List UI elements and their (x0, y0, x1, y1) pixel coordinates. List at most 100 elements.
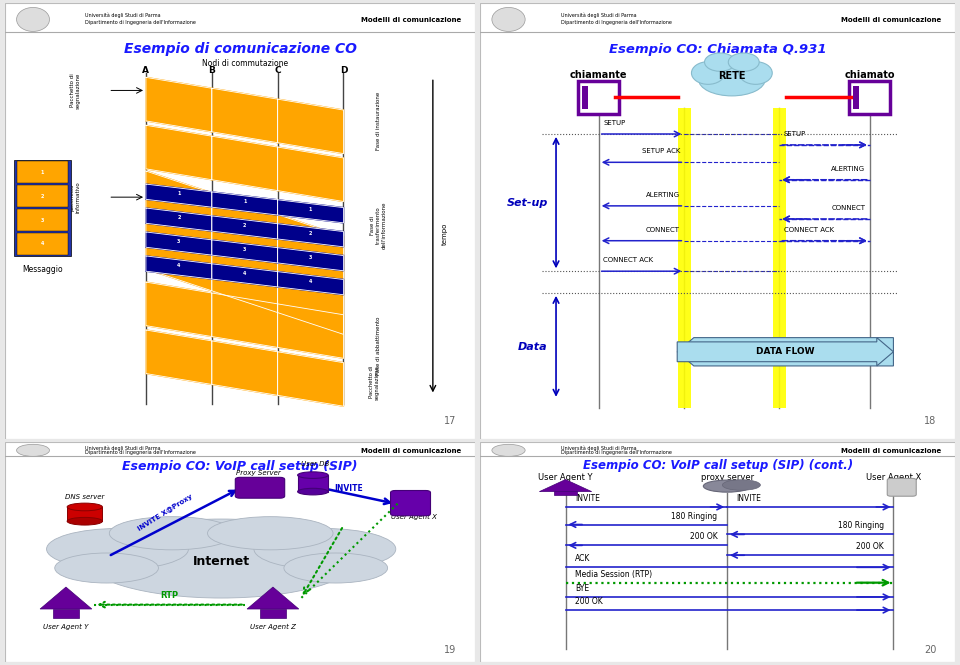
Text: Dipartimento di Ingegneria dell'Informazione: Dipartimento di Ingegneria dell'Informaz… (561, 450, 672, 455)
Polygon shape (212, 240, 277, 263)
FancyBboxPatch shape (582, 86, 588, 109)
Text: 4: 4 (309, 279, 312, 283)
Text: INVITE: INVITE (575, 494, 600, 503)
Ellipse shape (699, 63, 765, 96)
FancyBboxPatch shape (16, 209, 68, 231)
Text: Università degli Studi di Parma: Università degli Studi di Parma (84, 13, 160, 18)
Ellipse shape (16, 444, 50, 456)
Ellipse shape (704, 480, 751, 492)
Text: 3: 3 (178, 239, 180, 244)
Text: User Agent X: User Agent X (866, 473, 921, 482)
Ellipse shape (207, 517, 333, 550)
FancyBboxPatch shape (298, 475, 328, 491)
Text: Modelli di comunicazione: Modelli di comunicazione (361, 17, 461, 23)
FancyBboxPatch shape (16, 162, 68, 183)
Text: Nodi di commutazione: Nodi di commutazione (202, 59, 288, 68)
Text: 200 OK: 200 OK (575, 597, 603, 606)
FancyBboxPatch shape (853, 86, 859, 109)
Polygon shape (277, 304, 344, 358)
Polygon shape (146, 232, 212, 255)
Polygon shape (277, 247, 344, 271)
Ellipse shape (109, 517, 235, 550)
Text: SETUP: SETUP (784, 131, 806, 137)
Text: Fase di
trasferimento
dell'informazione: Fase di trasferimento dell'informazione (371, 201, 387, 249)
Text: 1: 1 (243, 199, 247, 203)
FancyBboxPatch shape (850, 81, 890, 114)
Text: RETE: RETE (718, 71, 746, 81)
Polygon shape (540, 479, 591, 491)
Text: 1: 1 (40, 170, 44, 175)
Polygon shape (212, 193, 277, 313)
Text: Pacchetto di
segnalazione: Pacchetto di segnalazione (369, 365, 379, 400)
FancyBboxPatch shape (887, 478, 916, 496)
FancyBboxPatch shape (16, 186, 68, 207)
Polygon shape (146, 256, 212, 279)
Text: CONNECT: CONNECT (831, 205, 865, 211)
Ellipse shape (691, 62, 725, 84)
Ellipse shape (67, 517, 103, 525)
Text: 4: 4 (243, 271, 247, 276)
Text: RTP: RTP (160, 591, 179, 600)
Ellipse shape (67, 503, 103, 511)
Text: Pacchetto di
segnalazione: Pacchetto di segnalazione (70, 72, 81, 108)
Polygon shape (146, 282, 212, 336)
Polygon shape (146, 77, 212, 132)
Text: 4: 4 (40, 241, 44, 247)
Text: User Agent Z: User Agent Z (250, 624, 296, 630)
Ellipse shape (729, 53, 759, 71)
Text: ALERTING: ALERTING (831, 166, 865, 172)
Text: Modelli di comunicazione: Modelli di comunicazione (841, 448, 941, 454)
Text: Esempio CO: Chiamata Q.931: Esempio CO: Chiamata Q.931 (609, 43, 827, 56)
Text: Università degli Studi di Parma: Università degli Studi di Parma (561, 13, 636, 18)
Text: CONNECT ACK: CONNECT ACK (784, 227, 834, 233)
Ellipse shape (705, 53, 735, 71)
Text: 20: 20 (924, 645, 936, 655)
Text: Università degli Studi di Parma: Università degli Studi di Parma (561, 446, 636, 451)
Text: 3: 3 (309, 255, 312, 259)
Text: 3: 3 (40, 217, 44, 223)
Polygon shape (212, 88, 277, 143)
Ellipse shape (47, 529, 188, 570)
Polygon shape (277, 271, 344, 295)
Ellipse shape (55, 553, 158, 583)
Text: A: A (142, 66, 150, 75)
Polygon shape (212, 341, 277, 395)
Polygon shape (212, 192, 277, 215)
Text: chiamante: chiamante (570, 70, 628, 80)
Text: Dipartimento di Ingegneria dell'Informazione: Dipartimento di Ingegneria dell'Informaz… (561, 21, 672, 25)
Text: chiamato: chiamato (845, 70, 895, 80)
Text: User Agent Y: User Agent Y (539, 473, 592, 482)
FancyArrow shape (677, 338, 894, 366)
Text: INVITE: INVITE (334, 484, 363, 493)
FancyBboxPatch shape (53, 609, 79, 618)
Text: Messaggio: Messaggio (22, 265, 62, 273)
Polygon shape (277, 352, 344, 406)
Text: ACK: ACK (575, 555, 590, 563)
Polygon shape (212, 136, 277, 191)
Text: 2: 2 (309, 231, 312, 235)
FancyBboxPatch shape (578, 81, 619, 114)
Text: 180 Ringing: 180 Ringing (671, 511, 718, 521)
Polygon shape (146, 330, 212, 384)
Text: 19: 19 (444, 645, 456, 655)
Text: C: C (275, 66, 281, 75)
Ellipse shape (298, 488, 328, 495)
Polygon shape (212, 264, 277, 287)
Polygon shape (212, 216, 277, 239)
Text: Dipartimento di Ingegneria dell'Informazione: Dipartimento di Ingegneria dell'Informaz… (84, 450, 196, 455)
Text: 200 OK: 200 OK (856, 542, 884, 551)
Text: User Agent X: User Agent X (391, 514, 437, 520)
Text: proxy server: proxy server (701, 473, 754, 482)
Ellipse shape (492, 444, 525, 456)
Text: BYE: BYE (575, 584, 589, 593)
Polygon shape (277, 200, 344, 223)
Text: D: D (340, 66, 348, 75)
Text: DATA FLOW: DATA FLOW (756, 347, 815, 356)
FancyBboxPatch shape (14, 160, 71, 256)
Text: 18: 18 (924, 416, 936, 426)
Text: Internet: Internet (193, 555, 250, 569)
Text: 17: 17 (444, 416, 456, 426)
Polygon shape (146, 125, 212, 180)
FancyBboxPatch shape (67, 507, 103, 521)
Polygon shape (146, 184, 212, 207)
